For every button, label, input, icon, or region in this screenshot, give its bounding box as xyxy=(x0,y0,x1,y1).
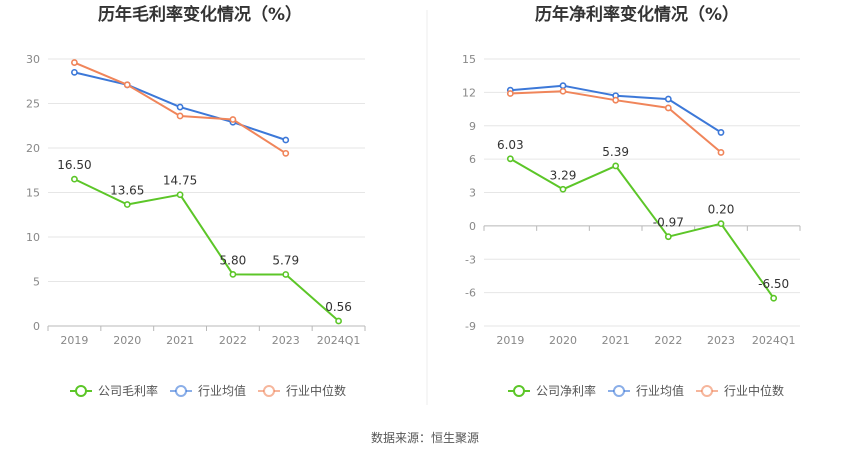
series-line xyxy=(509,157,775,299)
chart-title: 历年毛利率变化情况（%） xyxy=(98,4,302,25)
x-tick-label: 2019 xyxy=(60,334,88,347)
y-tick-label: 25 xyxy=(26,98,40,111)
data-point xyxy=(229,270,237,278)
legend-marker xyxy=(175,385,187,397)
data-point xyxy=(717,220,725,228)
y-tick-label: -9 xyxy=(465,320,476,333)
data-point xyxy=(176,191,184,199)
legend-marker xyxy=(513,385,525,397)
data-point xyxy=(282,136,290,144)
series-line xyxy=(73,178,340,322)
x-tick-label: 2024Q1 xyxy=(752,334,796,347)
data-label: 5.80 xyxy=(220,253,247,267)
y-tick-label: 0 xyxy=(33,320,40,333)
legend-label: 行业中位数 xyxy=(286,383,346,398)
data-point xyxy=(71,68,78,76)
data-label: -0.97 xyxy=(653,216,684,230)
legend-marker xyxy=(613,385,625,397)
data-label: 13.65 xyxy=(110,184,144,198)
y-tick-label: 15 xyxy=(26,187,40,200)
legend-label: 行业均值 xyxy=(636,383,684,398)
y-tick-label: 30 xyxy=(26,53,40,66)
x-tick-label: 2023 xyxy=(272,334,300,347)
y-tick-label: 0 xyxy=(469,220,476,233)
data-label: 6.03 xyxy=(497,138,524,152)
data-source-note: 数据来源：恒生聚源 xyxy=(371,430,479,445)
x-tick-label: 2021 xyxy=(166,334,194,347)
legend-marker xyxy=(75,385,87,397)
legend-label: 公司毛利率 xyxy=(98,383,158,398)
x-tick-label: 2020 xyxy=(549,334,577,347)
data-point xyxy=(282,149,290,157)
data-point xyxy=(612,162,620,170)
x-tick-label: 2020 xyxy=(113,334,141,347)
data-label: 5.79 xyxy=(272,253,299,267)
x-tick-label: 2019 xyxy=(496,334,524,347)
data-point xyxy=(123,81,131,89)
x-tick-label: 2022 xyxy=(654,334,682,347)
data-point xyxy=(717,129,725,136)
data-point xyxy=(282,271,290,278)
data-label: 0.20 xyxy=(708,203,735,217)
data-point xyxy=(717,149,725,156)
y-tick-label: 9 xyxy=(469,120,476,133)
data-label: 5.39 xyxy=(602,145,629,159)
data-label: 14.75 xyxy=(163,174,197,188)
data-point xyxy=(612,96,620,104)
legend-marker xyxy=(701,385,713,397)
data-point xyxy=(176,103,184,111)
y-tick-label: 20 xyxy=(26,142,40,155)
y-tick-label: -3 xyxy=(465,253,476,266)
data-point xyxy=(123,201,131,208)
data-point xyxy=(71,175,78,183)
data-point xyxy=(664,233,672,241)
data-point xyxy=(506,155,514,163)
data-label: -6.50 xyxy=(758,277,789,291)
y-tick-label: 5 xyxy=(33,276,40,289)
y-tick-label: 15 xyxy=(462,53,476,66)
y-tick-label: 10 xyxy=(26,231,40,244)
x-tick-label: 2024Q1 xyxy=(317,334,361,347)
data-label: 3.29 xyxy=(550,168,577,182)
legend-label: 行业中位数 xyxy=(724,383,784,398)
data-label: 16.50 xyxy=(57,158,91,172)
data-point xyxy=(506,90,514,97)
data-point xyxy=(664,104,672,112)
y-tick-label: 6 xyxy=(469,153,476,166)
data-point xyxy=(770,294,778,302)
x-tick-label: 2022 xyxy=(219,334,247,347)
data-point xyxy=(559,87,567,95)
data-point xyxy=(176,112,184,120)
data-point xyxy=(559,185,567,193)
chart-title: 历年净利率变化情况（%） xyxy=(535,4,739,25)
data-point xyxy=(335,317,342,325)
legend-marker xyxy=(263,385,275,397)
legend-label: 行业均值 xyxy=(198,383,246,398)
y-tick-label: -6 xyxy=(465,287,476,300)
data-point xyxy=(229,116,237,123)
y-tick-label: 3 xyxy=(469,187,476,200)
data-point xyxy=(71,59,78,66)
x-tick-label: 2021 xyxy=(602,334,630,347)
data-label: 0.56 xyxy=(325,300,352,314)
y-tick-label: 12 xyxy=(462,86,476,99)
x-tick-label: 2023 xyxy=(707,334,735,347)
legend-label: 公司净利率 xyxy=(536,383,596,398)
data-point xyxy=(559,82,567,90)
data-point xyxy=(664,95,672,103)
